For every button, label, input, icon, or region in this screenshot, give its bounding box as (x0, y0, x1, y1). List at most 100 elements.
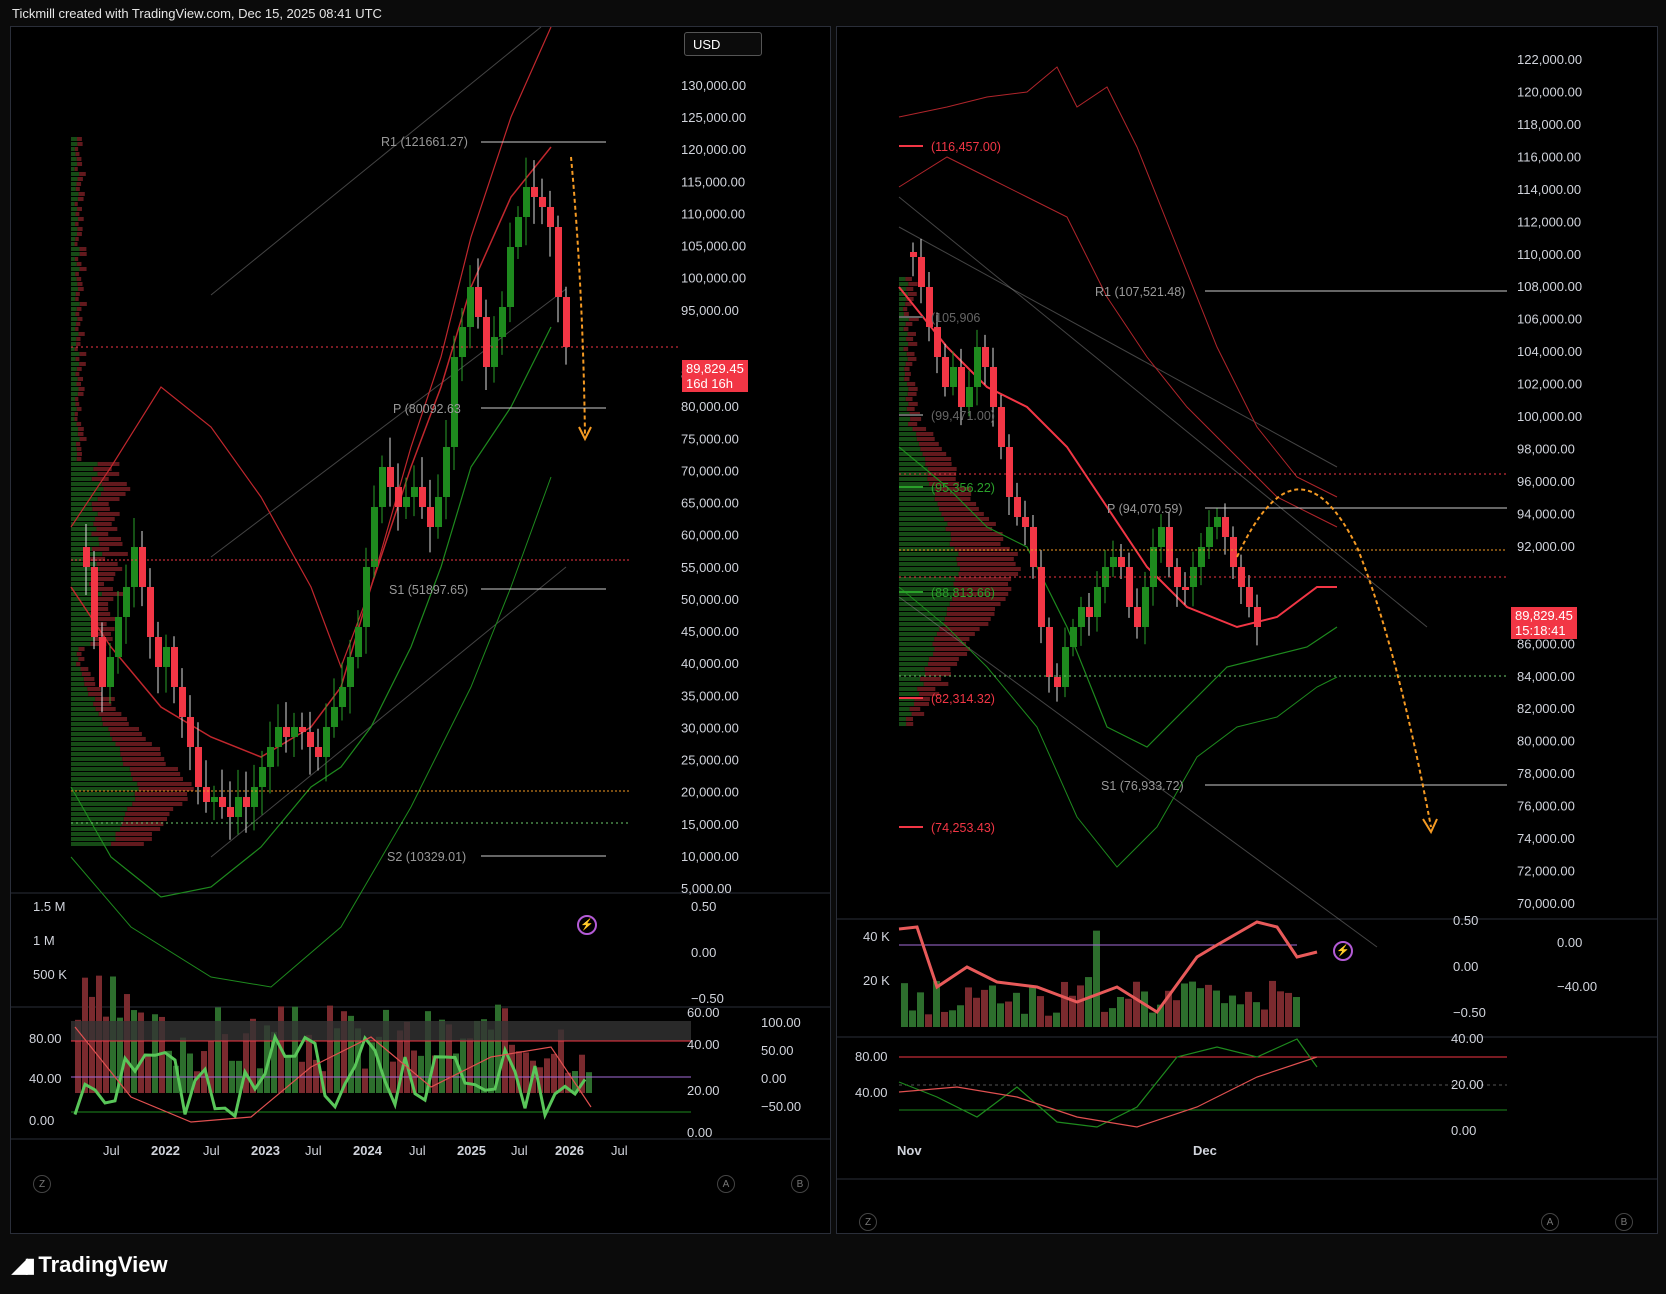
volume-bar (1029, 986, 1036, 1027)
time-axis-label: Nov (897, 1143, 922, 1158)
daily-chart-panel[interactable]: 122,000.00 120,000.00 118,000.00 116,000.00… (836, 26, 1658, 1234)
volume-profile-bar (916, 437, 935, 441)
volume-profile-bar (75, 212, 80, 216)
volume-profile-bar (76, 232, 82, 236)
volume-bar (75, 1019, 81, 1093)
weekly-chart-panel[interactable]: 130,000.00 125,000.00 120,000.00 115,000.00… (10, 26, 831, 1234)
volume-profile-bar (934, 487, 971, 491)
volume-profile-bar (74, 257, 79, 261)
volume-profile-bar (71, 652, 77, 656)
volume-profile-bar (115, 832, 152, 836)
volume-profile-bar (899, 362, 906, 366)
volume-profile-bar (98, 537, 122, 541)
volume-profile-bar (76, 422, 82, 426)
volume-bar (901, 983, 908, 1027)
time-axis-label: Jul (511, 1143, 528, 1158)
volume-profile-bar (928, 657, 959, 661)
volume-profile-bar (899, 552, 959, 556)
volume-profile-bar (77, 197, 84, 201)
volume-profile-bar (899, 517, 945, 521)
trend-line (210, 27, 542, 296)
volume-profile-bar (936, 632, 975, 636)
candle-body (547, 207, 554, 227)
price-tick-label: 108,000.00 (1517, 279, 1582, 294)
volume-bar (264, 1025, 270, 1093)
scale-button-z-right[interactable]: Z (859, 1213, 877, 1231)
volume-profile-bar (76, 182, 82, 186)
candle-body (435, 497, 442, 527)
price-tick-label: 60,000.00 (681, 528, 739, 543)
currency-selector-button[interactable]: USD (684, 32, 762, 56)
volume-profile-bar (76, 662, 81, 666)
projection-arrow (1236, 488, 1432, 828)
volume-bar (89, 996, 95, 1093)
volume-profile-bar (922, 452, 947, 456)
scale-button-a[interactable]: A (717, 1175, 735, 1193)
scale-button-b[interactable]: B (791, 1175, 809, 1193)
volume-bar (965, 987, 972, 1027)
volume-profile-bar (899, 542, 950, 546)
volume-profile-bar (899, 587, 956, 591)
price-tick-label: 40,000.00 (681, 656, 739, 671)
candle-body (211, 797, 218, 802)
volume-profile-bar (77, 227, 83, 231)
volume-profile-bar (90, 622, 107, 626)
candle-body (451, 357, 458, 447)
tradingview-logo-icon: ◢▮ (12, 1254, 35, 1277)
price-tick-label: 95,000.00 (681, 303, 739, 318)
volume-profile-bar (907, 332, 917, 336)
volume-profile-bar (899, 637, 935, 641)
daily-chart-canvas[interactable]: 122,000.00 120,000.00 118,000.00 116,000.00… (837, 27, 1657, 1233)
oscillator-tick-label: 0.00 (691, 945, 716, 960)
volume-profile-bar (71, 642, 91, 646)
candle-body (1222, 517, 1229, 537)
candle-body (307, 732, 314, 747)
volume-profile-bar (899, 447, 921, 451)
volume-profile-bar (75, 292, 80, 296)
candle-body (1174, 567, 1181, 587)
volume-profile-bar (71, 217, 78, 221)
volume-profile-bar (899, 657, 929, 661)
volume-profile-bar (927, 477, 956, 481)
volume-bar (1269, 980, 1276, 1027)
volume-profile-bar (71, 807, 128, 811)
pivot-s1-label: S1 (76,933.72) (1101, 779, 1184, 793)
volume-profile-bar (93, 522, 112, 526)
volume-profile-bar (71, 352, 80, 356)
volume-profile-bar (924, 667, 951, 671)
volume-profile-bar (920, 677, 942, 681)
volume-profile-bar (71, 467, 94, 471)
volume-profile-bar (91, 502, 109, 506)
trend-line (210, 566, 567, 858)
volume-profile-bar (97, 472, 120, 476)
volume-profile-bar (959, 567, 1021, 571)
lightning-icon[interactable]: ⚡ (577, 915, 597, 935)
scale-button-z[interactable]: Z (33, 1175, 51, 1193)
volume-profile-bar (74, 347, 78, 351)
volume-profile-bar (949, 542, 1001, 546)
volume-profile-bar (949, 602, 1001, 606)
time-axis-label: Jul (611, 1143, 628, 1158)
volume-profile-bar (71, 502, 92, 506)
volume-profile-bar (71, 282, 78, 286)
candle-body (515, 217, 522, 247)
scale-button-b-right[interactable]: B (1615, 1213, 1633, 1231)
lightning-icon[interactable]: ⚡ (1333, 941, 1353, 961)
volume-bar (989, 985, 996, 1027)
volume-profile-bar (71, 752, 121, 756)
volume-profile-bar (71, 272, 76, 276)
volume-profile-bar (76, 442, 81, 446)
candle-body (155, 637, 162, 667)
weekly-chart-canvas[interactable]: 130,000.00 125,000.00 120,000.00 115,000.00… (11, 27, 830, 1233)
candle-body (83, 547, 90, 567)
projection-arrowhead (578, 426, 592, 442)
rsi-tick-label: 0.00 (29, 1113, 54, 1128)
volume-profile-bar (97, 512, 120, 516)
scale-button-a-right[interactable]: A (1541, 1213, 1559, 1231)
volume-bar (222, 1034, 228, 1093)
trend-line (898, 196, 1428, 628)
oscillator-tick-label: −0.50 (691, 991, 724, 1006)
volume-profile-bar (132, 802, 183, 806)
current-price-value-right: 89,829.45 (1515, 608, 1573, 623)
volume-bar (1053, 1012, 1060, 1027)
